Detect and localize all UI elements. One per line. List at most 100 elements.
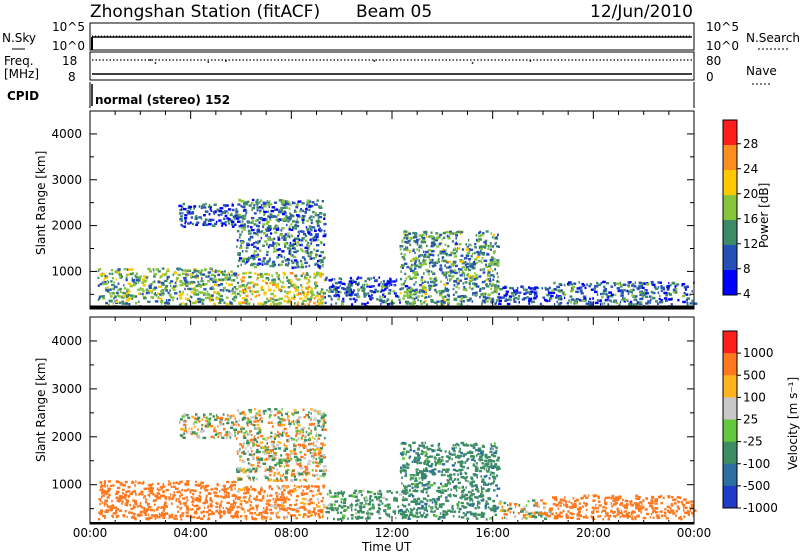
echo-cell-5 (478, 289, 482, 292)
echo-cell-1 (231, 433, 233, 436)
echo-cell-0 (144, 508, 148, 511)
echo-cell-6 (517, 297, 520, 301)
echo-cell-0 (137, 300, 140, 303)
echo-cell-2 (271, 274, 274, 278)
echo-cell-3 (277, 447, 281, 450)
echo-cell-5 (464, 268, 467, 271)
echo-cell-5 (472, 293, 474, 296)
echo-cell-3 (269, 414, 272, 417)
echo-cell-2 (256, 495, 259, 498)
echo-cell-0 (203, 288, 207, 291)
echo-cell-5 (487, 497, 491, 500)
echo-cell-5 (429, 277, 433, 280)
echo-cell-7 (596, 299, 599, 302)
echo-cell-1 (204, 424, 207, 428)
echo-cell-5 (476, 256, 480, 259)
echo-cell-3 (259, 217, 263, 221)
echo-cell-2 (242, 276, 246, 279)
echo-cell-5 (484, 483, 489, 486)
echo-cell-3 (285, 212, 287, 215)
echo-cell-0 (167, 483, 171, 486)
echo-cell-7 (691, 290, 693, 293)
echo-cell-5 (406, 290, 409, 293)
echo-cell-5 (400, 277, 403, 281)
echo-cell-5 (414, 291, 419, 294)
echo-cell-5 (475, 238, 478, 242)
echo-cell-1 (189, 430, 193, 434)
echo-cell-4 (369, 495, 373, 498)
echo-cell-2 (260, 516, 263, 520)
echo-cell-5 (456, 302, 461, 306)
echo-cell-3 (283, 256, 286, 259)
echo-cell-5 (441, 238, 443, 241)
echo-cell-3 (278, 248, 281, 251)
echo-cell-5 (426, 483, 430, 486)
echo-cell-1 (193, 207, 195, 210)
echo-cell-5 (461, 497, 463, 500)
echo-cell-6 (546, 293, 550, 297)
echo-cell-2 (272, 303, 276, 306)
echo-cell-5 (413, 298, 416, 301)
echo-cell-0 (218, 490, 221, 493)
echo-cell-2 (289, 508, 293, 511)
echo-cell-3 (276, 225, 279, 228)
echo-cell-4 (395, 294, 399, 298)
echo-cell-0 (219, 298, 223, 301)
echo-cell-1 (223, 428, 226, 431)
echo-cell-5 (440, 473, 444, 477)
echo-cell-0 (213, 283, 218, 286)
echo-cell-3 (245, 202, 249, 206)
echo-cell-0 (184, 489, 188, 492)
echo-cell-3 (320, 260, 324, 264)
echo-cell-0 (147, 493, 151, 497)
echo-cell-5 (424, 231, 428, 234)
echo-cell-7 (573, 299, 578, 302)
echo-cell-0 (144, 495, 146, 498)
echo-cell-5 (463, 257, 468, 260)
echo-cell-0 (164, 501, 167, 504)
echo-cell-4 (368, 278, 371, 281)
echo-cell-2 (295, 287, 297, 290)
echo-cell-3 (300, 216, 304, 219)
echo-cell-7 (622, 289, 626, 292)
echo-cell-3 (280, 479, 284, 482)
echo-cell-1 (218, 219, 222, 222)
echo-cell-6 (542, 296, 546, 299)
echo-cell-0 (102, 272, 106, 276)
echo-cell-3 (241, 214, 245, 218)
echo-cell-3 (301, 215, 305, 218)
echo-cell-5 (453, 468, 457, 472)
echo-cell-0 (200, 481, 203, 484)
echo-cell-5 (481, 480, 485, 483)
echo-cell-4 (378, 276, 381, 279)
echo-cell-4 (366, 490, 369, 493)
echo-cell-3 (319, 454, 321, 457)
echo-cell-5 (491, 465, 496, 468)
ytick-label: 4000 (51, 127, 82, 141)
echo-cell-5 (403, 262, 408, 265)
echo-cell-3 (269, 435, 273, 438)
echo-cell-2 (267, 299, 270, 303)
echo-cell-5 (412, 500, 416, 504)
echo-cell-0 (122, 291, 126, 295)
echo-cell-5 (418, 477, 420, 480)
echo-cell-3 (308, 208, 311, 212)
echo-cell-4 (348, 280, 352, 283)
echo-cell-0 (224, 276, 228, 280)
echo-cell-7 (605, 293, 608, 296)
echo-cell-4 (346, 290, 350, 293)
echo-cell-3 (279, 458, 283, 462)
echo-cell-7 (668, 293, 672, 296)
echo-cell-3 (296, 224, 300, 228)
echo-cell-5 (484, 244, 488, 247)
echo-cell-5 (447, 481, 450, 485)
echo-cell-2 (268, 504, 272, 507)
echo-cell-5 (459, 472, 463, 476)
echo-cell-5 (444, 286, 446, 289)
echo-cell-0 (190, 515, 193, 519)
echo-cell-5 (436, 497, 440, 501)
echo-cell-2 (305, 286, 309, 290)
echo-cell-7 (649, 301, 651, 305)
echo-cell-2 (270, 511, 274, 515)
echo-cell-3 (277, 238, 281, 241)
